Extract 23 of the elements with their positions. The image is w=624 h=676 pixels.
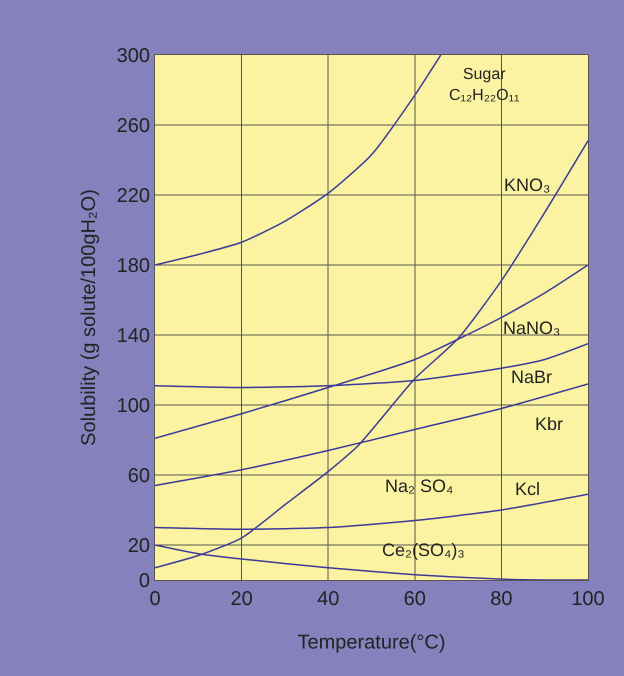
y-tick-label: 260	[116, 115, 150, 137]
y-tick-label: 180	[116, 255, 150, 277]
y-tick-label: 20	[128, 535, 150, 557]
x-tick-label: 20	[230, 588, 253, 610]
series-label: NaNO₃	[503, 318, 560, 338]
x-tick-label: 100	[571, 588, 605, 610]
series-label: KNO₃	[504, 175, 550, 195]
y-axis-title: Solubility (g solute/100gH₂O)	[78, 189, 100, 446]
series-label: Kbr	[535, 414, 564, 434]
y-tick-label: 220	[116, 185, 150, 207]
x-tick-label: 80	[490, 588, 513, 610]
x-tick-label: 40	[317, 588, 340, 610]
y-tick-label: 300	[116, 45, 150, 67]
y-tick-label: 0	[138, 570, 150, 592]
line-series	[155, 55, 442, 266]
y-tick-label: 60	[128, 465, 150, 487]
x-axis-title: Temperature(°C)	[297, 632, 446, 654]
y-tick-label: 100	[116, 395, 150, 417]
x-tick-label: 60	[404, 588, 426, 610]
annotation: Na₂ SO₄	[385, 476, 454, 496]
y-tick-label: 140	[116, 325, 150, 347]
series-label: Kcl	[515, 479, 540, 499]
series-label: NaBr	[511, 367, 552, 387]
